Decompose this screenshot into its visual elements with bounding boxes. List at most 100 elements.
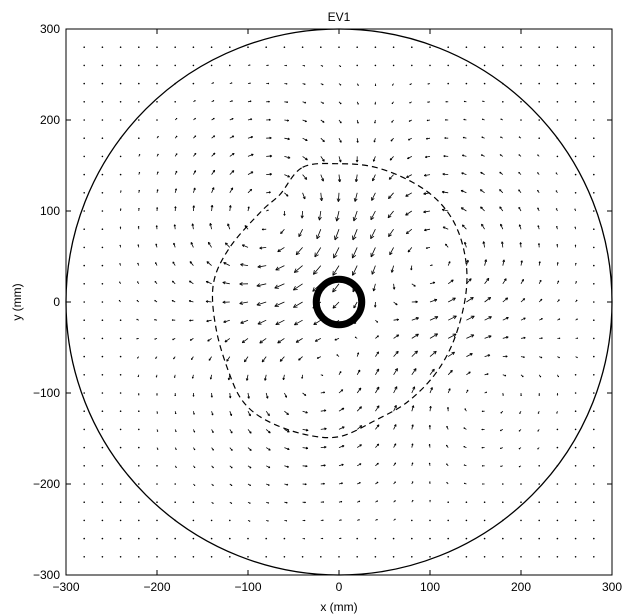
vector-arrow [411, 405, 415, 412]
vector-arrow [370, 247, 376, 258]
vector-arrow [500, 465, 503, 468]
vector-arrow [375, 424, 380, 430]
vector-arrow [247, 82, 251, 85]
vector-arrow [539, 356, 543, 359]
vector-arrow [101, 46, 104, 48]
vector-arrow [83, 210, 85, 212]
vector-arrow [519, 411, 522, 414]
vector-arrow [557, 356, 560, 359]
vector-arrow [538, 374, 542, 378]
vector-arrow [138, 465, 140, 467]
vector-arrow [320, 445, 327, 449]
vector-arrow [206, 319, 212, 323]
vector-arrow [228, 205, 232, 212]
vector-arrow [241, 244, 249, 248]
vector-arrow [119, 392, 122, 394]
vector-arrow [575, 356, 578, 359]
vector-arrow [574, 137, 577, 139]
vector-arrow [502, 501, 504, 504]
y-tick: −300 [33, 568, 612, 582]
vector-arrow [101, 246, 104, 249]
vector-arrow [408, 119, 412, 122]
vector-arrow [375, 386, 380, 394]
vector-arrow [356, 537, 359, 540]
vector-arrow [427, 101, 431, 103]
vector-arrow [484, 391, 488, 394]
vector-arrow [302, 501, 306, 504]
vector-arrow [302, 483, 307, 486]
vector-arrow [277, 247, 285, 253]
vector-arrow [483, 501, 486, 504]
vector-arrow [193, 100, 196, 103]
vector-arrow [174, 411, 177, 415]
vector-arrow [356, 83, 359, 86]
vector-arrow [445, 444, 449, 448]
vector-arrow [101, 173, 104, 176]
vector-arrow [280, 228, 285, 235]
vector-arrow [447, 64, 450, 67]
y-tick: −200 [33, 477, 612, 491]
vector-arrow [295, 247, 303, 256]
vector-arrow [356, 119, 359, 124]
vector-arrow [205, 280, 212, 285]
vector-arrow [574, 465, 577, 467]
vector-arrow [411, 537, 413, 540]
vector-arrow [265, 447, 271, 451]
vector-arrow [447, 388, 451, 394]
vector-arrow [356, 556, 359, 558]
vector-arrow [101, 64, 104, 67]
vector-arrow [441, 208, 449, 212]
vector-arrow [211, 501, 214, 504]
vector-arrow [574, 46, 577, 48]
vector-arrow [83, 82, 85, 85]
vector-arrow [393, 462, 397, 467]
vector-arrow [174, 501, 176, 504]
vector-arrow [224, 242, 231, 248]
vector-arrow [266, 64, 269, 67]
vector-arrow [314, 338, 321, 342]
vector-arrow [393, 334, 400, 339]
vector-arrow [393, 386, 398, 394]
vector-arrow [502, 316, 509, 321]
vector-arrow [284, 392, 288, 398]
vector-arrow [313, 319, 322, 326]
vector-arrow [448, 297, 456, 303]
vector-arrow [389, 156, 394, 161]
vector-arrow [429, 499, 431, 503]
vector-arrow [556, 155, 559, 158]
vector-arrow [374, 537, 377, 540]
vector-arrow [393, 350, 399, 357]
vector-arrow [190, 242, 194, 248]
vector-arrow [320, 46, 322, 48]
vector-arrow [241, 338, 249, 344]
vector-arrow [83, 137, 85, 139]
vector-arrow [480, 171, 485, 175]
vector-arrow [537, 225, 540, 230]
vector-arrow [101, 519, 104, 522]
vector-arrow [409, 101, 412, 104]
vector-arrow [593, 301, 595, 303]
vector-arrow [210, 556, 213, 558]
vector-arrow [119, 556, 122, 558]
vector-arrow [574, 410, 577, 413]
vector-arrow [223, 262, 230, 266]
vector-arrow [389, 247, 394, 256]
vector-arrow [138, 153, 141, 157]
vector-arrow [229, 537, 231, 540]
vector-arrow [247, 136, 254, 139]
vector-arrow [556, 119, 559, 121]
vector-arrow [356, 369, 361, 375]
vector-arrow [83, 46, 85, 48]
vector-arrow [171, 280, 176, 285]
vector-arrow [372, 156, 376, 162]
vector-arrow [466, 371, 471, 376]
vector-arrow [332, 301, 340, 309]
vector-arrow [138, 207, 140, 212]
vector-arrow [520, 392, 522, 396]
vector-arrow [338, 65, 342, 68]
vector-arrow [205, 300, 212, 303]
vector-arrow [556, 428, 559, 431]
vector-arrow [593, 355, 595, 358]
vector-arrow [284, 483, 289, 486]
vector-arrow [447, 82, 450, 85]
